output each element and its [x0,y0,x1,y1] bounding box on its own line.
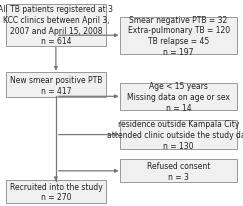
FancyBboxPatch shape [120,18,237,55]
FancyBboxPatch shape [6,5,106,46]
FancyBboxPatch shape [120,83,237,110]
FancyBboxPatch shape [120,121,237,149]
Text: Age < 15 years
Missing data on age or sex
n = 14: Age < 15 years Missing data on age or se… [127,82,230,112]
Text: residence outside Kampala City
attended clinic outside the study day
n = 130: residence outside Kampala City attended … [107,120,243,150]
Text: All TB patients registered at 3
KCC clinics between April 3,
2007 and April 15, : All TB patients registered at 3 KCC clin… [0,5,113,46]
Text: Smear negative PTB = 32
Extra-pulmonary TB = 120
TB relapse = 45
n = 197: Smear negative PTB = 32 Extra-pulmonary … [128,15,230,57]
Text: Refused consent
n = 3: Refused consent n = 3 [147,161,210,181]
Text: Recruited into the study
n = 270: Recruited into the study n = 270 [9,182,102,201]
Text: New smear positive PTB
n = 417: New smear positive PTB n = 417 [10,76,102,95]
FancyBboxPatch shape [6,73,106,98]
FancyBboxPatch shape [120,160,237,182]
FancyBboxPatch shape [6,180,106,203]
